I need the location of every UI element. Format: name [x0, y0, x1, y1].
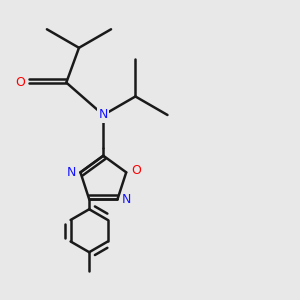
- Text: N: N: [122, 193, 132, 206]
- Text: N: N: [99, 109, 108, 122]
- Text: N: N: [66, 166, 76, 179]
- Text: O: O: [16, 76, 26, 89]
- Text: O: O: [132, 164, 142, 177]
